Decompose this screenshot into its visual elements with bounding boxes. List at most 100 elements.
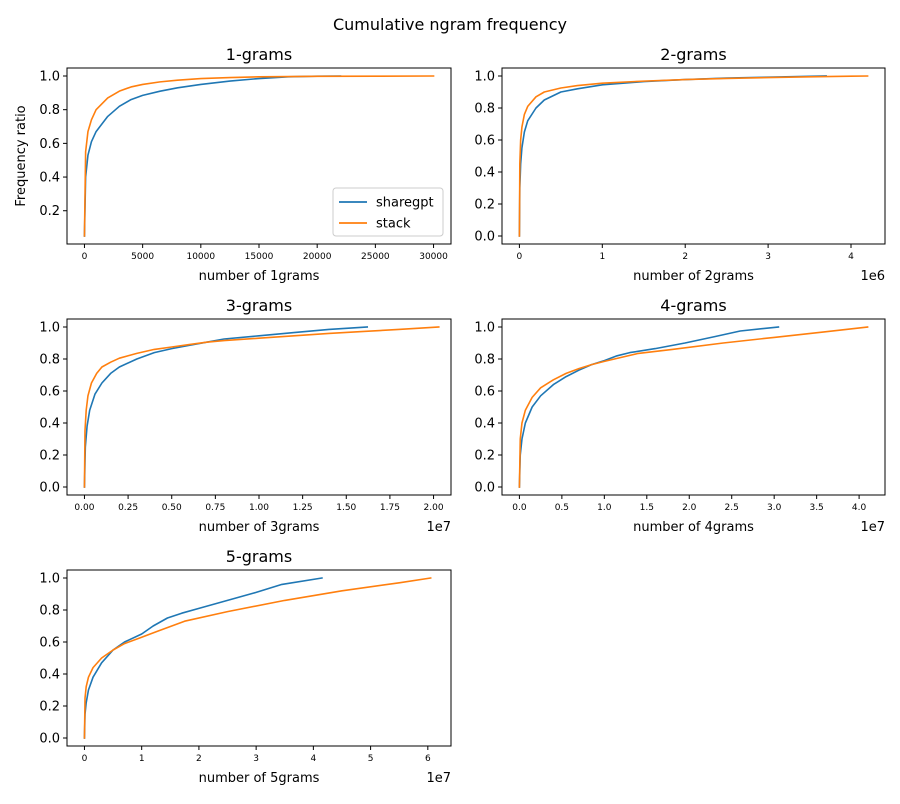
ytick-label: 0.2 <box>39 204 60 219</box>
plot-frame-3 <box>66 318 452 496</box>
x-axis-multiplier: 1e7 <box>426 771 451 786</box>
plot-frame-2 <box>501 67 886 245</box>
subplot-title: 1-grams <box>226 45 292 64</box>
xtick-label: 5 <box>368 754 374 764</box>
ytick-label: 1.0 <box>474 70 495 85</box>
series-line-stack <box>518 75 869 237</box>
xtick-label: 0 <box>82 252 88 262</box>
ytick-label: 0.6 <box>39 385 60 400</box>
subplot-title: 5-grams <box>226 547 292 566</box>
xtick-label: 2 <box>682 252 688 262</box>
ytick-label: 0.6 <box>474 385 495 400</box>
plot-frame-5 <box>66 569 452 747</box>
x-axis-label: number of 1grams <box>199 269 320 284</box>
xtick-label: 25000 <box>361 252 390 262</box>
xtick-label: 10000 <box>186 252 215 262</box>
xtick-label: 0.50 <box>162 503 182 513</box>
ytick-label: 0.8 <box>39 604 60 619</box>
ytick-label: 0.6 <box>474 134 495 149</box>
xtick-label: 3 <box>765 252 771 262</box>
series-line-stack <box>83 577 432 739</box>
xtick-label: 1 <box>599 252 605 262</box>
x-axis-multiplier: 1e6 <box>860 269 885 284</box>
xtick-label: 0.00 <box>74 503 94 513</box>
xtick-label: 1.50 <box>336 503 356 513</box>
ytick-label: 0.8 <box>474 353 495 368</box>
subplot-title: 2-grams <box>660 45 726 64</box>
ytick-label: 0.8 <box>474 102 495 117</box>
ytick-label: 1.0 <box>39 70 60 85</box>
ytick-label: 0.4 <box>39 417 60 432</box>
xtick-label: 5000 <box>131 252 154 262</box>
xtick-label: 1.00 <box>249 503 269 513</box>
xtick-label: 30000 <box>419 252 448 262</box>
ytick-label: 0.8 <box>39 103 60 118</box>
ytick-label: 0.4 <box>39 668 60 683</box>
xtick-label: 4 <box>848 252 854 262</box>
xtick-label: 20000 <box>303 252 332 262</box>
ytick-label: 0.4 <box>474 417 495 432</box>
xtick-label: 0.25 <box>118 503 138 513</box>
plot-area-2 <box>502 68 885 244</box>
ytick-label: 0.8 <box>39 353 60 368</box>
xtick-label: 2.00 <box>424 503 444 513</box>
ytick-label: 0.0 <box>474 481 495 496</box>
ytick-label: 0.4 <box>474 166 495 181</box>
ytick-label: 0.2 <box>474 449 495 464</box>
ytick-label: 0.6 <box>39 636 60 651</box>
series-line-sharegpt <box>83 577 323 739</box>
legend-label: stack <box>376 217 411 232</box>
plot-frame-4 <box>501 318 886 496</box>
ytick-label: 1.0 <box>474 321 495 336</box>
x-axis-multiplier: 1e7 <box>426 520 451 535</box>
xtick-label: 0.0 <box>512 503 527 513</box>
legend-box <box>332 187 444 237</box>
subplot-title: 3-grams <box>226 296 292 315</box>
x-axis-label: number of 4grams <box>633 520 754 535</box>
y-axis-label: Frequency ratio <box>14 105 29 206</box>
series-line-stack <box>83 75 435 237</box>
xtick-label: 4.0 <box>852 503 867 513</box>
series-line-stack <box>518 326 869 488</box>
series-line-sharegpt <box>83 326 369 488</box>
xtick-label: 6 <box>425 754 431 764</box>
ytick-label: 0.0 <box>474 230 495 245</box>
xtick-label: 2.5 <box>725 503 739 513</box>
xtick-label: 3 <box>253 754 259 764</box>
subplot-title: 4-grams <box>660 296 726 315</box>
xtick-label: 1.5 <box>640 503 654 513</box>
xtick-label: 1.75 <box>380 503 400 513</box>
legend-label: sharegpt <box>376 196 434 211</box>
series-line-sharegpt <box>83 75 342 237</box>
xtick-label: 1.0 <box>597 503 612 513</box>
xtick-label: 2 <box>196 754 202 764</box>
xtick-label: 0 <box>517 252 523 262</box>
ytick-label: 1.0 <box>39 572 60 587</box>
plot-area-5 <box>67 570 451 746</box>
xtick-label: 4 <box>310 754 316 764</box>
ytick-label: 0.6 <box>39 137 60 152</box>
plot-area-3 <box>67 319 451 495</box>
ytick-label: 0.2 <box>39 449 60 464</box>
ytick-label: 1.0 <box>39 321 60 336</box>
x-axis-multiplier: 1e7 <box>860 520 885 535</box>
ytick-label: 0.0 <box>39 732 60 747</box>
series-line-stack <box>83 326 440 488</box>
xtick-label: 0.75 <box>205 503 225 513</box>
ytick-label: 0.2 <box>474 198 495 213</box>
xtick-label: 1.25 <box>293 503 313 513</box>
xtick-label: 0.5 <box>555 503 569 513</box>
ytick-label: 0.4 <box>39 171 60 186</box>
plot-frame-1 <box>66 67 452 245</box>
xtick-label: 15000 <box>245 252 274 262</box>
ytick-label: 0.0 <box>39 481 60 496</box>
x-axis-label: number of 2grams <box>633 269 754 284</box>
x-axis-label: number of 5grams <box>199 771 320 786</box>
x-axis-label: number of 3grams <box>199 520 320 535</box>
xtick-label: 2.0 <box>682 503 697 513</box>
xtick-label: 3.0 <box>767 503 782 513</box>
plot-area-4 <box>502 319 885 495</box>
xtick-label: 3.5 <box>809 503 823 513</box>
xtick-label: 1 <box>139 754 145 764</box>
